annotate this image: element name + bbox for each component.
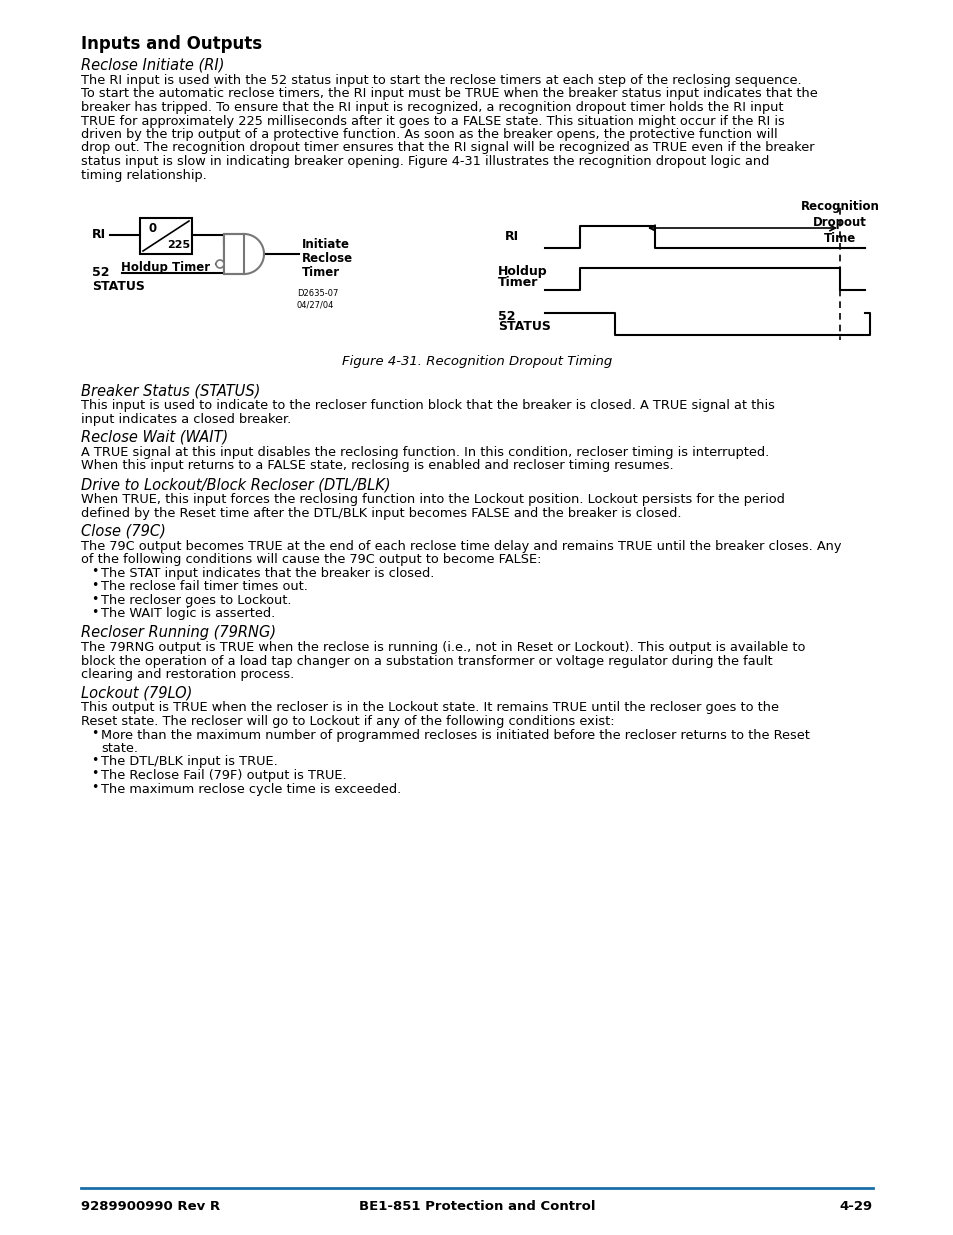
Text: Timer: Timer (497, 275, 537, 289)
Text: BE1-851 Protection and Control: BE1-851 Protection and Control (358, 1200, 595, 1213)
Text: Reclose Wait (WAIT): Reclose Wait (WAIT) (81, 430, 228, 445)
Text: •: • (91, 606, 98, 619)
Text: The STAT input indicates that the breaker is closed.: The STAT input indicates that the breake… (101, 567, 434, 580)
Text: A TRUE signal at this input disables the reclosing function. In this condition, : A TRUE signal at this input disables the… (81, 446, 768, 459)
Text: defined by the Reset time after the DTL/BLK input becomes FALSE and the breaker : defined by the Reset time after the DTL/… (81, 506, 680, 520)
Text: 52: 52 (497, 310, 515, 324)
Text: The Reclose Fail (79F) output is TRUE.: The Reclose Fail (79F) output is TRUE. (101, 769, 346, 782)
Text: state.: state. (101, 742, 138, 755)
Text: Lockout (79LO): Lockout (79LO) (81, 685, 193, 700)
Text: The DTL/BLK input is TRUE.: The DTL/BLK input is TRUE. (101, 756, 277, 768)
Text: clearing and restoration process.: clearing and restoration process. (81, 668, 294, 680)
Text: Figure 4-31. Recognition Dropout Timing: Figure 4-31. Recognition Dropout Timing (341, 354, 612, 368)
Text: •: • (91, 727, 98, 740)
Text: The recloser goes to Lockout.: The recloser goes to Lockout. (101, 594, 292, 606)
Text: Close (79C): Close (79C) (81, 524, 166, 538)
Text: •: • (91, 781, 98, 794)
Text: More than the maximum number of programmed recloses is initiated before the recl: More than the maximum number of programm… (101, 729, 809, 741)
Text: Drive to Lockout/Block Recloser (DTL/BLK): Drive to Lockout/Block Recloser (DTL/BLK… (81, 477, 390, 492)
Text: The maximum reclose cycle time is exceeded.: The maximum reclose cycle time is exceed… (101, 783, 401, 795)
Bar (224, 233, 244, 274)
Text: of the following conditions will cause the 79C output to become FALSE:: of the following conditions will cause t… (81, 553, 541, 567)
Text: Inputs and Outputs: Inputs and Outputs (81, 35, 262, 53)
Text: Recognition
Dropout
Time: Recognition Dropout Time (800, 200, 879, 245)
Text: This output is TRUE when the recloser is in the Lockout state. It remains TRUE u: This output is TRUE when the recloser is… (81, 701, 779, 715)
Text: •: • (91, 566, 98, 578)
Text: Reset state. The recloser will go to Lockout if any of the following conditions : Reset state. The recloser will go to Loc… (81, 715, 614, 727)
Text: input indicates a closed breaker.: input indicates a closed breaker. (81, 412, 291, 426)
Text: This input is used to indicate to the recloser function block that the breaker i: This input is used to indicate to the re… (81, 399, 774, 412)
Text: The WAIT logic is asserted.: The WAIT logic is asserted. (101, 608, 275, 620)
Text: STATUS: STATUS (91, 279, 145, 293)
Text: Breaker Status (STATUS): Breaker Status (STATUS) (81, 383, 260, 398)
Text: When this input returns to a FALSE state, reclosing is enabled and recloser timi: When this input returns to a FALSE state… (81, 459, 673, 473)
Text: 52: 52 (91, 267, 110, 279)
Text: Holdup: Holdup (497, 266, 547, 279)
Text: 9289900990 Rev R: 9289900990 Rev R (81, 1200, 220, 1213)
Bar (140, 219, 192, 254)
Text: STATUS: STATUS (497, 321, 550, 333)
Text: 225: 225 (167, 240, 190, 249)
Text: The 79C output becomes TRUE at the end of each reclose time delay and remains TR: The 79C output becomes TRUE at the end o… (81, 540, 841, 553)
Text: TRUE for approximately 225 milliseconds after it goes to a FALSE state. This sit: TRUE for approximately 225 milliseconds … (81, 115, 784, 127)
Text: •: • (91, 767, 98, 781)
Text: driven by the trip output of a protective function. As soon as the breaker opens: driven by the trip output of a protectiv… (81, 128, 777, 141)
Text: RI: RI (504, 231, 518, 243)
Text: •: • (91, 593, 98, 605)
Text: Reclose Initiate (RI): Reclose Initiate (RI) (81, 58, 224, 73)
Text: Reclose: Reclose (302, 252, 353, 264)
Text: •: • (91, 579, 98, 592)
Text: The reclose fail timer times out.: The reclose fail timer times out. (101, 580, 308, 594)
Text: D2635-07
04/27/04: D2635-07 04/27/04 (296, 289, 338, 310)
Text: The 79RNG output is TRUE when the reclose is running (i.e., not in Reset or Lock: The 79RNG output is TRUE when the reclos… (81, 641, 804, 655)
Text: Recloser Running (79RNG): Recloser Running (79RNG) (81, 625, 275, 640)
Text: timing relationship.: timing relationship. (81, 168, 207, 182)
Text: 0: 0 (149, 221, 157, 235)
Text: Initiate: Initiate (302, 237, 350, 251)
Text: status input is slow in indicating breaker opening. Figure 4-31 illustrates the : status input is slow in indicating break… (81, 156, 768, 168)
Text: RI: RI (91, 228, 106, 242)
Text: drop out. The recognition dropout timer ensures that the RI signal will be recog: drop out. The recognition dropout timer … (81, 142, 814, 154)
Text: block the operation of a load tap changer on a substation transformer or voltage: block the operation of a load tap change… (81, 655, 772, 667)
Text: To start the automatic reclose timers, the RI input must be TRUE when the breake: To start the automatic reclose timers, t… (81, 88, 817, 100)
Text: •: • (91, 755, 98, 767)
Text: When TRUE, this input forces the reclosing function into the Lockout position. L: When TRUE, this input forces the reclosi… (81, 493, 784, 506)
Text: breaker has tripped. To ensure that the RI input is recognized, a recognition dr: breaker has tripped. To ensure that the … (81, 101, 782, 114)
Text: Holdup Timer: Holdup Timer (121, 262, 211, 274)
Text: The RI input is used with the 52 status input to start the reclose timers at eac: The RI input is used with the 52 status … (81, 74, 801, 86)
Text: Timer: Timer (302, 266, 340, 279)
Text: 4-29: 4-29 (839, 1200, 872, 1213)
Circle shape (215, 261, 224, 268)
